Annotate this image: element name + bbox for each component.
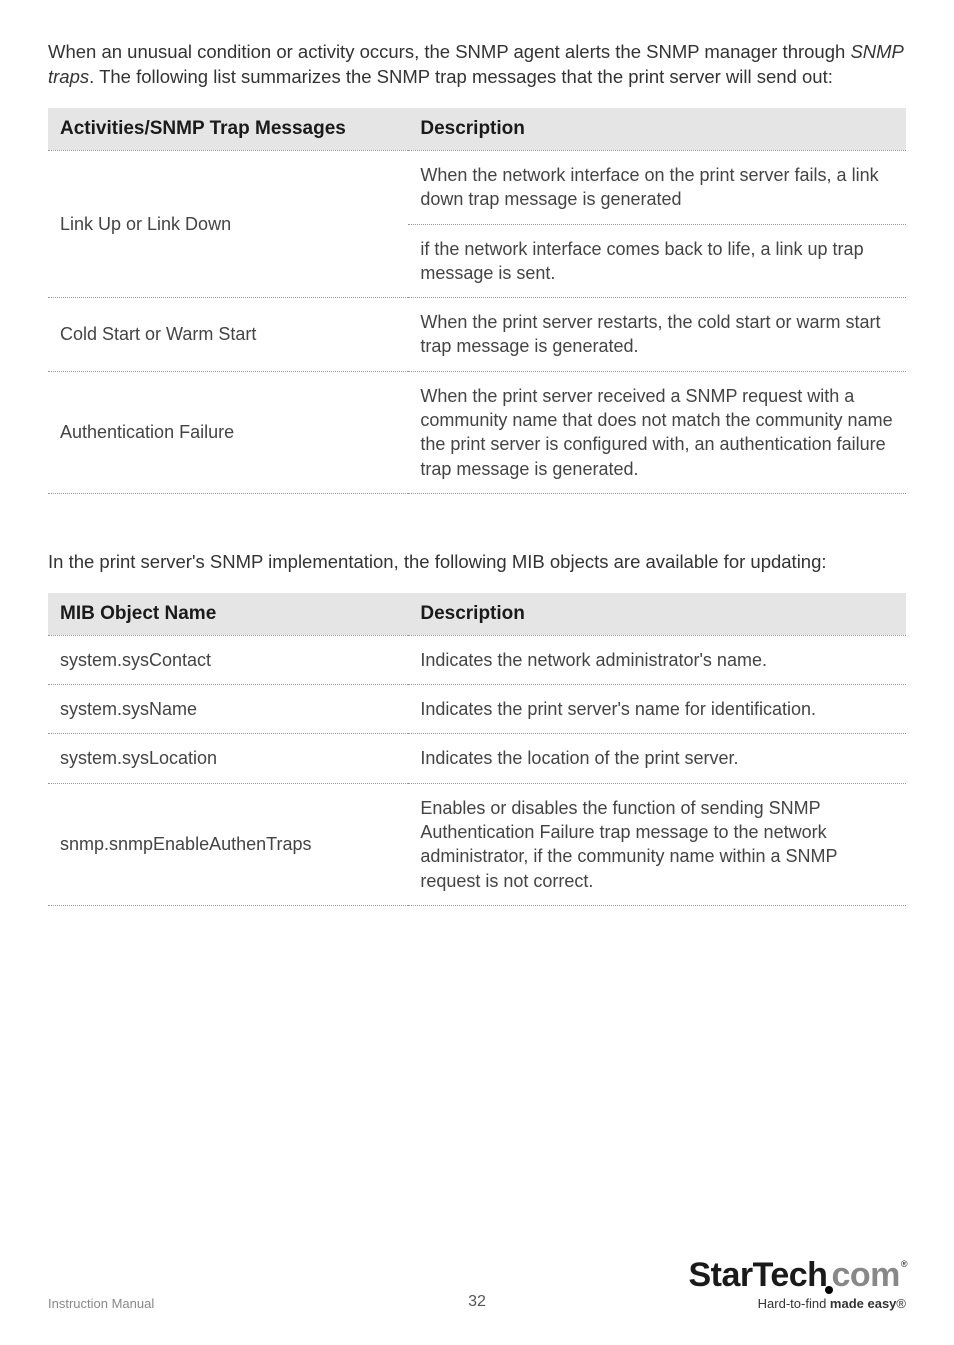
snmp-trap-table: Activities/SNMP Trap Messages Descriptio…	[48, 108, 906, 494]
trap-description: When the network interface on the print …	[408, 150, 906, 224]
table1-header-description: Description	[408, 108, 906, 151]
intro-paragraph-1: When an unusual condition or activity oc…	[48, 40, 906, 90]
tagline-bold: made easy	[830, 1296, 897, 1311]
table-row: Link Up or Link Down When the network in…	[48, 150, 906, 224]
trap-name: Authentication Failure	[48, 371, 408, 493]
table2-header-mib: MIB Object Name	[48, 593, 408, 636]
intro-paragraph-2: In the print server's SNMP implementatio…	[48, 550, 906, 575]
table-row: system.sysContact Indicates the network …	[48, 635, 906, 684]
mib-description: Enables or disables the function of send…	[408, 783, 906, 905]
table-row: Cold Start or Warm Start When the print …	[48, 298, 906, 372]
table-row: Authentication Failure When the print se…	[48, 371, 906, 493]
trap-name: Cold Start or Warm Start	[48, 298, 408, 372]
trap-description: if the network interface comes back to l…	[408, 224, 906, 298]
mib-name: system.sysLocation	[48, 734, 408, 783]
logo-tagline: Hard-to-find made easy®	[688, 1296, 906, 1311]
trap-name: Link Up or Link Down	[48, 150, 408, 297]
mib-name: system.sysName	[48, 685, 408, 734]
mib-description: Indicates the location of the print serv…	[408, 734, 906, 783]
table1-header-activities: Activities/SNMP Trap Messages	[48, 108, 408, 151]
mib-description: Indicates the print server's name for id…	[408, 685, 906, 734]
logo-registered: ®	[901, 1259, 907, 1269]
page-number: 32	[468, 1293, 486, 1311]
logo-suffix: com	[831, 1256, 899, 1294]
mib-name: system.sysContact	[48, 635, 408, 684]
page-footer: Instruction Manual 32 StarTechcom® Hard-…	[48, 1258, 906, 1311]
table-row: system.sysLocation Indicates the locatio…	[48, 734, 906, 783]
tagline-reg: ®	[896, 1296, 906, 1311]
trap-description: When the print server restarts, the cold…	[408, 298, 906, 372]
logo-brand: StarTech	[688, 1256, 827, 1294]
tagline-prefix: Hard-to-find	[758, 1296, 830, 1311]
mib-object-table: MIB Object Name Description system.sysCo…	[48, 593, 906, 906]
mib-name: snmp.snmpEnableAuthenTraps	[48, 783, 408, 905]
footer-logo-block: StarTechcom® Hard-to-find made easy®	[688, 1258, 906, 1311]
mib-description: Indicates the network administrator's na…	[408, 635, 906, 684]
startech-logo: StarTechcom®	[688, 1258, 906, 1292]
footer-doc-title: Instruction Manual	[48, 1296, 154, 1311]
table-row: snmp.snmpEnableAuthenTraps Enables or di…	[48, 783, 906, 905]
trap-description: When the print server received a SNMP re…	[408, 371, 906, 493]
table2-header-description: Description	[408, 593, 906, 636]
table-row: system.sysName Indicates the print serve…	[48, 685, 906, 734]
